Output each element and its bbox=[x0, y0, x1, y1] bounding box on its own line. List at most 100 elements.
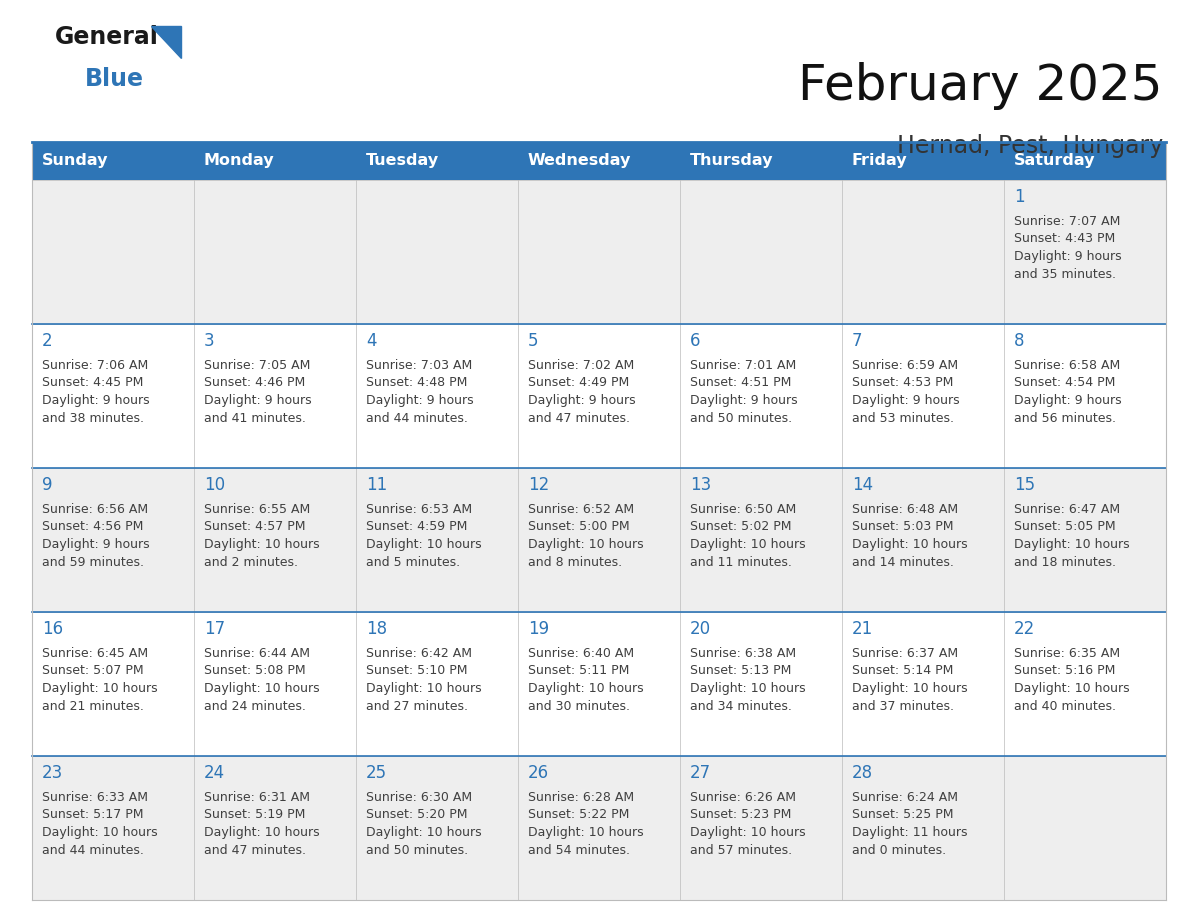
Text: Sunset: 5:17 PM: Sunset: 5:17 PM bbox=[42, 809, 144, 822]
Text: Sunrise: 6:59 AM: Sunrise: 6:59 AM bbox=[852, 359, 959, 372]
Bar bbox=[680, 756, 842, 900]
Bar bbox=[1004, 180, 1165, 324]
Bar bbox=[518, 180, 680, 324]
Text: Sunset: 5:11 PM: Sunset: 5:11 PM bbox=[527, 665, 630, 677]
Text: Daylight: 11 hours: Daylight: 11 hours bbox=[852, 826, 967, 839]
Text: Daylight: 10 hours: Daylight: 10 hours bbox=[366, 682, 481, 695]
Text: Daylight: 9 hours: Daylight: 9 hours bbox=[852, 394, 960, 407]
Text: and 54 minutes.: and 54 minutes. bbox=[527, 844, 630, 856]
Text: 11: 11 bbox=[366, 476, 387, 494]
Bar bbox=[32, 612, 194, 756]
Text: Sunset: 5:23 PM: Sunset: 5:23 PM bbox=[690, 809, 791, 822]
Bar bbox=[356, 180, 518, 324]
Text: 2: 2 bbox=[42, 332, 52, 350]
Text: Daylight: 10 hours: Daylight: 10 hours bbox=[204, 826, 320, 839]
Bar bbox=[680, 612, 842, 756]
Bar bbox=[194, 756, 356, 900]
Bar bbox=[356, 324, 518, 468]
Text: Friday: Friday bbox=[852, 153, 908, 169]
Text: Wednesday: Wednesday bbox=[527, 153, 631, 169]
Text: Sunset: 4:57 PM: Sunset: 4:57 PM bbox=[204, 521, 305, 533]
Text: Daylight: 9 hours: Daylight: 9 hours bbox=[690, 394, 797, 407]
Text: Sunset: 5:02 PM: Sunset: 5:02 PM bbox=[690, 521, 791, 533]
Text: 1: 1 bbox=[1015, 188, 1024, 206]
Text: Sunrise: 7:05 AM: Sunrise: 7:05 AM bbox=[204, 359, 310, 372]
Text: Daylight: 9 hours: Daylight: 9 hours bbox=[366, 394, 474, 407]
Text: 28: 28 bbox=[852, 764, 873, 782]
Text: 6: 6 bbox=[690, 332, 701, 350]
Text: 4: 4 bbox=[366, 332, 377, 350]
Bar bbox=[842, 612, 1004, 756]
Bar bbox=[356, 756, 518, 900]
Text: Daylight: 10 hours: Daylight: 10 hours bbox=[366, 826, 481, 839]
Text: Sunset: 5:10 PM: Sunset: 5:10 PM bbox=[366, 665, 468, 677]
Text: Sunset: 4:51 PM: Sunset: 4:51 PM bbox=[690, 376, 791, 389]
Text: and 57 minutes.: and 57 minutes. bbox=[690, 844, 792, 856]
Text: and 5 minutes.: and 5 minutes. bbox=[366, 555, 460, 568]
Bar bbox=[356, 612, 518, 756]
Text: and 44 minutes.: and 44 minutes. bbox=[366, 411, 468, 424]
Text: and 41 minutes.: and 41 minutes. bbox=[204, 411, 305, 424]
Text: Sunrise: 6:33 AM: Sunrise: 6:33 AM bbox=[42, 791, 148, 804]
Text: Sunday: Sunday bbox=[42, 153, 108, 169]
Text: Daylight: 10 hours: Daylight: 10 hours bbox=[366, 538, 481, 551]
Text: Daylight: 10 hours: Daylight: 10 hours bbox=[42, 682, 158, 695]
Text: and 11 minutes.: and 11 minutes. bbox=[690, 555, 792, 568]
Text: Daylight: 10 hours: Daylight: 10 hours bbox=[527, 826, 644, 839]
Text: Sunrise: 6:47 AM: Sunrise: 6:47 AM bbox=[1015, 503, 1120, 516]
Bar bbox=[32, 324, 194, 468]
Text: Daylight: 9 hours: Daylight: 9 hours bbox=[42, 538, 150, 551]
Text: 27: 27 bbox=[690, 764, 712, 782]
Text: Sunrise: 6:38 AM: Sunrise: 6:38 AM bbox=[690, 647, 796, 660]
Text: Blue: Blue bbox=[86, 67, 144, 91]
Text: Sunrise: 6:52 AM: Sunrise: 6:52 AM bbox=[527, 503, 634, 516]
Bar bbox=[842, 324, 1004, 468]
Text: and 14 minutes.: and 14 minutes. bbox=[852, 555, 954, 568]
Text: 5: 5 bbox=[527, 332, 538, 350]
Text: Monday: Monday bbox=[204, 153, 274, 169]
Text: Daylight: 10 hours: Daylight: 10 hours bbox=[690, 826, 805, 839]
Text: 19: 19 bbox=[527, 620, 549, 638]
Text: and 0 minutes.: and 0 minutes. bbox=[852, 844, 946, 856]
Text: Saturday: Saturday bbox=[1015, 153, 1095, 169]
Text: Sunrise: 7:07 AM: Sunrise: 7:07 AM bbox=[1015, 215, 1120, 228]
Bar bbox=[194, 324, 356, 468]
Text: and 30 minutes.: and 30 minutes. bbox=[527, 700, 630, 712]
Text: Sunset: 4:45 PM: Sunset: 4:45 PM bbox=[42, 376, 144, 389]
Text: 25: 25 bbox=[366, 764, 387, 782]
Bar bbox=[842, 468, 1004, 612]
Bar bbox=[518, 612, 680, 756]
Text: and 59 minutes.: and 59 minutes. bbox=[42, 555, 144, 568]
Text: Sunrise: 6:26 AM: Sunrise: 6:26 AM bbox=[690, 791, 796, 804]
Text: Sunrise: 7:02 AM: Sunrise: 7:02 AM bbox=[527, 359, 634, 372]
Text: and 37 minutes.: and 37 minutes. bbox=[852, 700, 954, 712]
Text: 12: 12 bbox=[527, 476, 549, 494]
Text: Sunrise: 6:48 AM: Sunrise: 6:48 AM bbox=[852, 503, 959, 516]
Text: Sunrise: 6:40 AM: Sunrise: 6:40 AM bbox=[527, 647, 634, 660]
Text: and 34 minutes.: and 34 minutes. bbox=[690, 700, 792, 712]
Text: February 2025: February 2025 bbox=[798, 62, 1163, 110]
Text: Sunrise: 6:53 AM: Sunrise: 6:53 AM bbox=[366, 503, 472, 516]
Text: and 40 minutes.: and 40 minutes. bbox=[1015, 700, 1116, 712]
Text: Sunrise: 6:56 AM: Sunrise: 6:56 AM bbox=[42, 503, 148, 516]
Text: Sunset: 4:46 PM: Sunset: 4:46 PM bbox=[204, 376, 305, 389]
Text: Daylight: 9 hours: Daylight: 9 hours bbox=[204, 394, 311, 407]
Text: Tuesday: Tuesday bbox=[366, 153, 440, 169]
Text: Daylight: 9 hours: Daylight: 9 hours bbox=[42, 394, 150, 407]
Text: and 47 minutes.: and 47 minutes. bbox=[204, 844, 307, 856]
Bar bbox=[518, 468, 680, 612]
Text: Daylight: 10 hours: Daylight: 10 hours bbox=[42, 826, 158, 839]
Bar bbox=[1004, 612, 1165, 756]
Text: General: General bbox=[55, 25, 159, 49]
Bar bbox=[194, 612, 356, 756]
Bar bbox=[518, 324, 680, 468]
Text: and 38 minutes.: and 38 minutes. bbox=[42, 411, 144, 424]
Text: Sunset: 5:13 PM: Sunset: 5:13 PM bbox=[690, 665, 791, 677]
Bar bbox=[680, 468, 842, 612]
Text: Sunrise: 7:06 AM: Sunrise: 7:06 AM bbox=[42, 359, 148, 372]
Bar bbox=[32, 142, 194, 180]
Text: Daylight: 10 hours: Daylight: 10 hours bbox=[690, 538, 805, 551]
Text: Daylight: 10 hours: Daylight: 10 hours bbox=[1015, 538, 1130, 551]
Text: Sunrise: 6:50 AM: Sunrise: 6:50 AM bbox=[690, 503, 796, 516]
Text: Daylight: 10 hours: Daylight: 10 hours bbox=[204, 538, 320, 551]
